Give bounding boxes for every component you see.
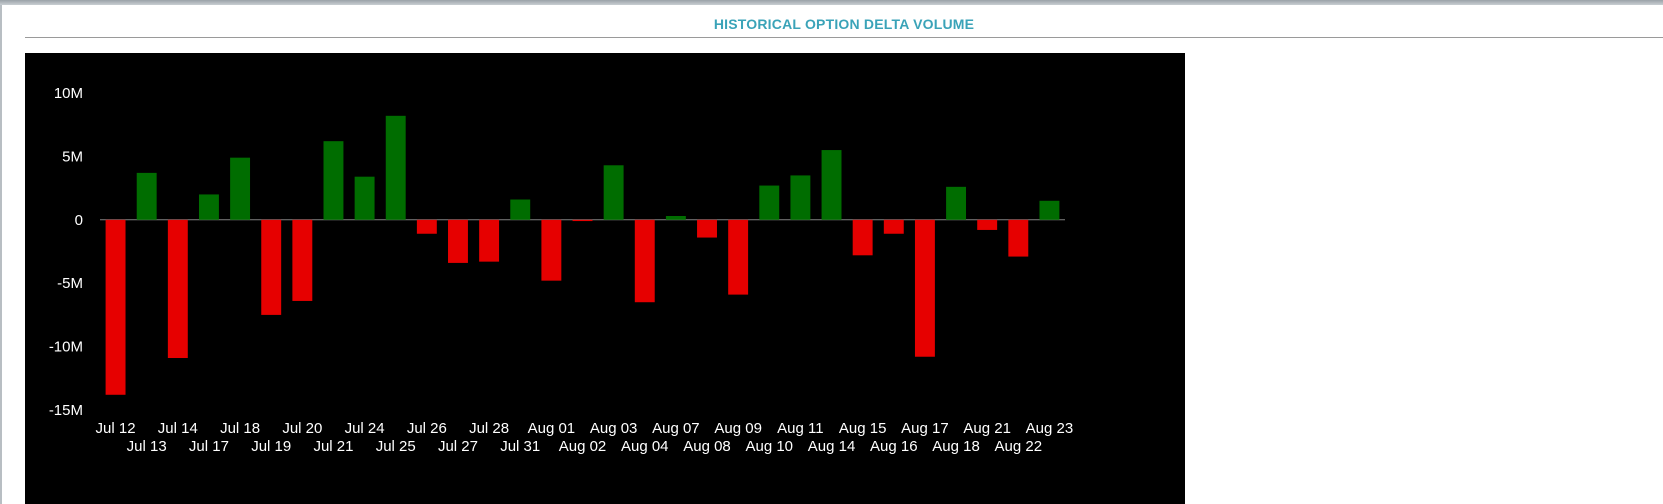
bar-jul-14 bbox=[167, 219, 188, 359]
x-tick-label: Aug 07 bbox=[652, 420, 700, 437]
bar-aug-03 bbox=[603, 165, 624, 220]
y-tick-label: -10M bbox=[49, 339, 83, 356]
bar-aug-08 bbox=[697, 219, 717, 238]
bar-jul-26 bbox=[416, 219, 437, 234]
x-tick-label: Jul 20 bbox=[282, 420, 322, 437]
x-tick-label: Aug 01 bbox=[528, 420, 576, 437]
x-tick-label: Jul 19 bbox=[251, 438, 291, 455]
x-tick-label: Aug 14 bbox=[808, 438, 856, 455]
bar-jul-21 bbox=[323, 141, 344, 220]
x-tick-label: Aug 09 bbox=[714, 420, 762, 437]
bar-jul-18 bbox=[230, 157, 251, 220]
bar-aug-01 bbox=[541, 219, 562, 281]
bar-jul-25 bbox=[385, 115, 406, 220]
window-left-border bbox=[0, 5, 2, 504]
bar-aug-21 bbox=[977, 219, 998, 230]
bar-aug-14 bbox=[821, 150, 842, 220]
bar-jul-19 bbox=[261, 219, 282, 315]
x-tick-label: Aug 17 bbox=[901, 420, 949, 437]
x-tick-label: Aug 21 bbox=[963, 420, 1011, 437]
x-tick-label: Jul 27 bbox=[438, 438, 478, 455]
x-tick-label: Jul 14 bbox=[158, 420, 198, 437]
bar-jul-17 bbox=[198, 194, 219, 220]
x-tick-label: Aug 23 bbox=[1026, 420, 1074, 437]
bar-jul-27 bbox=[448, 219, 468, 263]
bar-jul-31 bbox=[510, 199, 531, 220]
bar-aug-17 bbox=[914, 219, 935, 357]
x-tick-label: Aug 10 bbox=[745, 438, 793, 455]
x-tick-label: Aug 02 bbox=[559, 438, 607, 455]
bar-aug-11 bbox=[790, 175, 811, 220]
bar-aug-02 bbox=[572, 219, 593, 222]
x-tick-label: Jul 17 bbox=[189, 438, 229, 455]
x-tick-label: Jul 24 bbox=[345, 420, 385, 437]
bar-jul-12 bbox=[105, 219, 126, 395]
x-tick-label: Jul 31 bbox=[500, 438, 540, 455]
bar-aug-16 bbox=[883, 219, 904, 234]
title-divider bbox=[25, 37, 1663, 38]
x-tick-label: Jul 18 bbox=[220, 420, 260, 437]
x-tick-label: Jul 21 bbox=[313, 438, 353, 455]
chart-area: 10M 5M 0 -5M -10M -15M Jul 12 Jul 13 Jul 14 Jul … bbox=[25, 53, 1185, 504]
bar-jul-20 bbox=[292, 219, 313, 301]
bar-aug-18 bbox=[946, 186, 967, 220]
bar-aug-09 bbox=[728, 219, 749, 295]
x-tick-label: Aug 15 bbox=[839, 420, 887, 437]
bar-aug-22 bbox=[1008, 219, 1029, 257]
y-tick-label: 0 bbox=[75, 212, 83, 229]
x-tick-label: Aug 22 bbox=[995, 438, 1043, 455]
panel-title: HISTORICAL OPTION DELTA VOLUME bbox=[713, 16, 975, 32]
bar-aug-07 bbox=[665, 216, 686, 220]
bar-aug-15 bbox=[852, 219, 873, 256]
x-tick-label: Jul 28 bbox=[469, 420, 509, 437]
y-tick-label: 10M bbox=[54, 85, 83, 102]
x-tick-label: Jul 25 bbox=[376, 438, 416, 455]
bar-aug-23 bbox=[1039, 200, 1060, 220]
x-tick-label: Aug 18 bbox=[932, 438, 980, 455]
bar-aug-04 bbox=[634, 219, 655, 303]
window-top-border bbox=[0, 0, 1663, 5]
x-tick-label: Jul 13 bbox=[127, 438, 167, 455]
y-tick-label: -5M bbox=[57, 275, 83, 292]
x-tick-label: Aug 03 bbox=[590, 420, 638, 437]
bar-jul-13 bbox=[136, 172, 157, 220]
chart-background bbox=[25, 53, 1185, 504]
y-axis-ticks: 10M 5M 0 -5M -10M -15M bbox=[49, 85, 83, 419]
bar-aug-10 bbox=[759, 185, 780, 220]
bar-jul-24 bbox=[354, 176, 375, 220]
x-tick-label: Aug 11 bbox=[777, 420, 823, 437]
x-tick-label: Aug 08 bbox=[683, 438, 731, 455]
y-tick-label: 5M bbox=[62, 148, 83, 165]
bar-jul-28 bbox=[479, 219, 500, 262]
bars-group bbox=[100, 115, 1065, 395]
x-tick-label: Aug 16 bbox=[870, 438, 918, 455]
x-tick-label: Aug 04 bbox=[621, 438, 669, 455]
x-tick-label: Jul 26 bbox=[407, 420, 447, 437]
x-tick-label: Jul 12 bbox=[96, 420, 136, 437]
y-tick-label: -15M bbox=[49, 402, 83, 419]
